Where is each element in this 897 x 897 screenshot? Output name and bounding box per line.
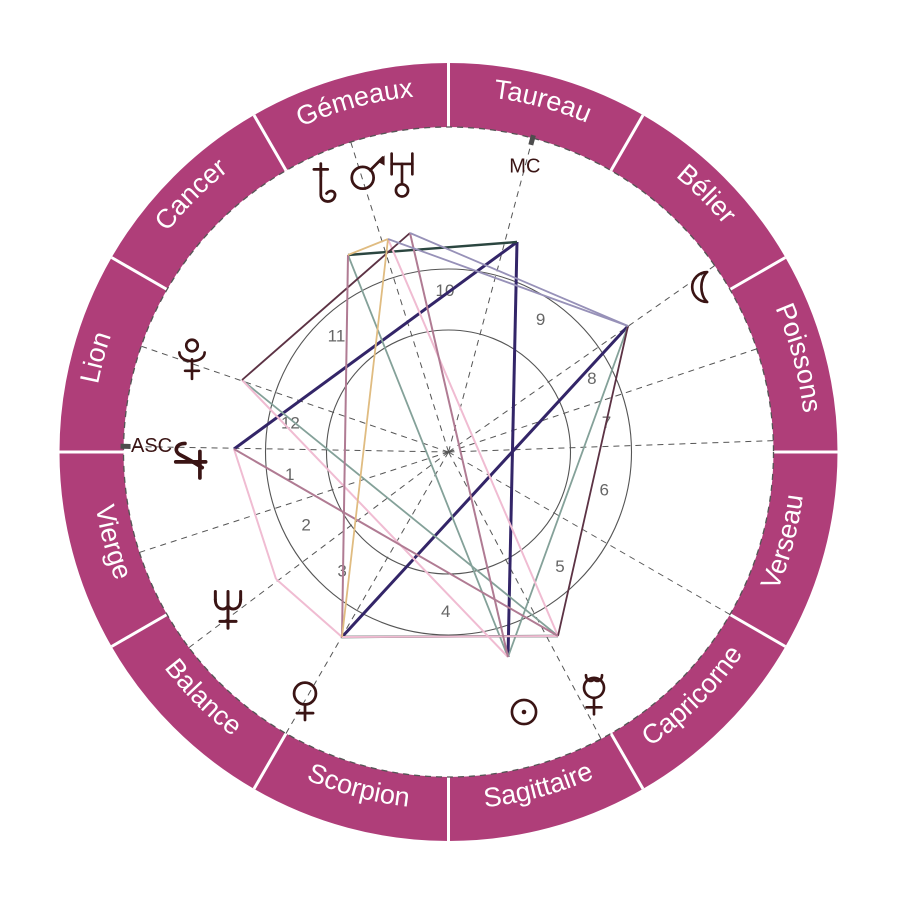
svg-text:MC: MC bbox=[509, 155, 540, 177]
svg-text:2: 2 bbox=[301, 516, 310, 535]
svg-text:6: 6 bbox=[599, 480, 608, 499]
svg-text:ASC: ASC bbox=[131, 435, 172, 457]
svg-text:8: 8 bbox=[587, 369, 596, 388]
svg-text:4: 4 bbox=[441, 602, 450, 621]
svg-text:5: 5 bbox=[555, 557, 564, 576]
svg-text:11: 11 bbox=[328, 327, 346, 346]
svg-text:9: 9 bbox=[536, 310, 545, 329]
